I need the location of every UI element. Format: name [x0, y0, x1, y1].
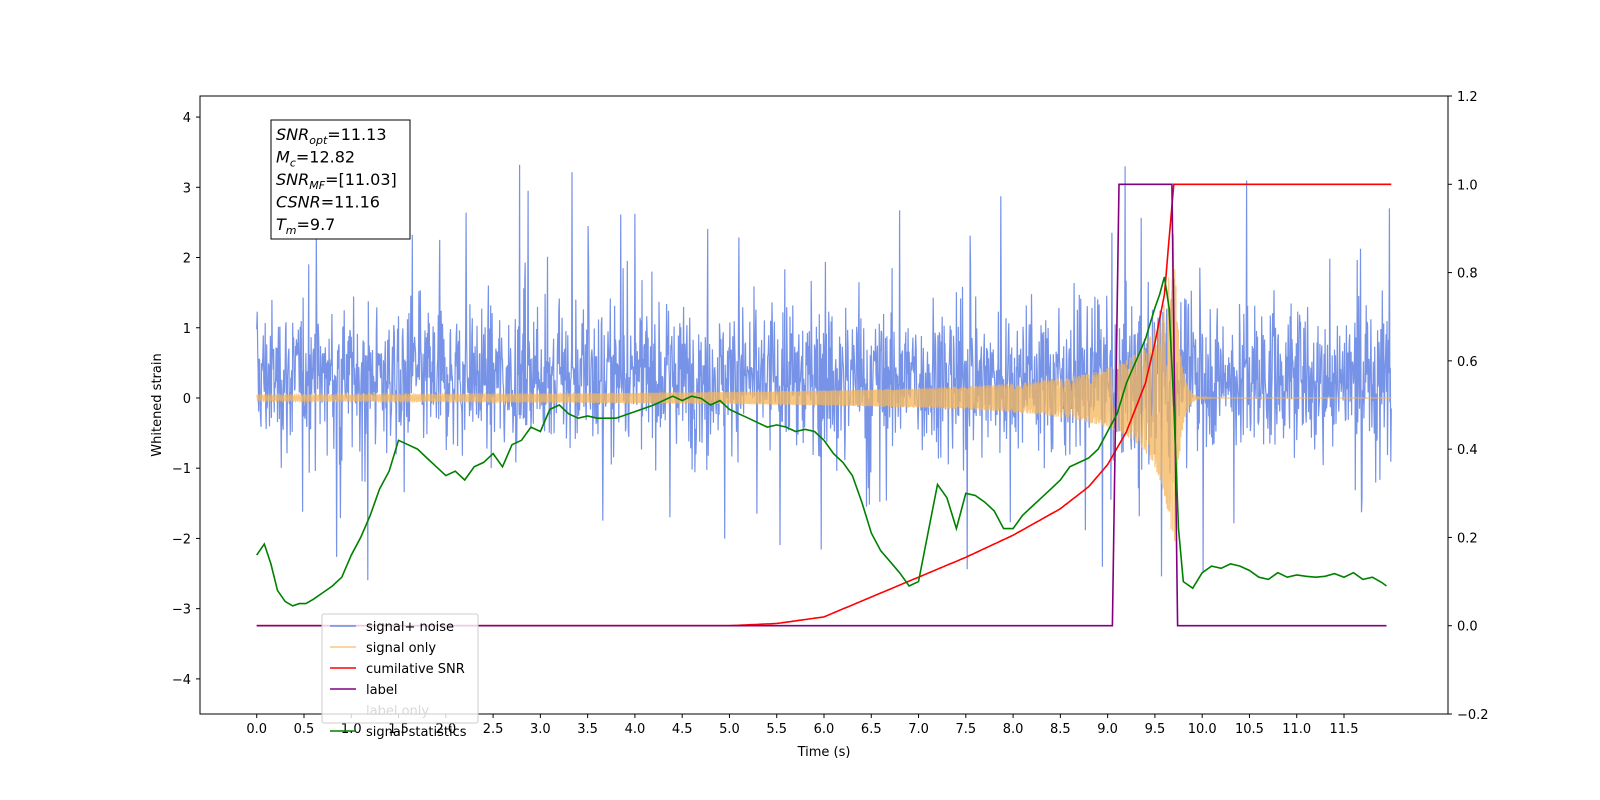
x-tick-label: 5.5 [766, 722, 787, 737]
x-tick-label: 4.5 [672, 722, 693, 737]
y2-tick-label: 0.6 [1457, 355, 1478, 370]
annotation-line: SNRMF=[11.03] [276, 170, 397, 192]
x-tick-label: 9.5 [1145, 722, 1166, 737]
x-tick-label: 2.0 [435, 722, 456, 737]
y-tick-label: −1 [172, 462, 191, 477]
x-tick-label: 7.5 [955, 722, 976, 737]
legend-label: cumilative SNR [366, 662, 465, 677]
y-tick-label: −2 [172, 532, 191, 547]
x-tick-label: 3.5 [577, 722, 598, 737]
y-tick-label: 1 [183, 322, 191, 337]
series-label [256, 183, 1387, 627]
y-tick-label: 0 [183, 392, 191, 407]
y-tick-label: 4 [183, 111, 191, 126]
y-tick-label: −3 [172, 603, 191, 618]
x-tick-label: 1.5 [388, 722, 409, 737]
y-tick-label: 3 [183, 181, 191, 196]
x-tick-label: 6.0 [814, 722, 835, 737]
legend-label: signal only [366, 641, 436, 656]
x-tick-label: 11.0 [1282, 722, 1311, 737]
y2-tick-label: −0.2 [1457, 708, 1489, 723]
legend-label: label [366, 683, 397, 698]
x-tick-label: 11.5 [1330, 722, 1359, 737]
stats-annotation-box: SNRopt=11.13Mc=12.82SNRMF=[11.03]CSNR=11… [270, 119, 411, 240]
x-tick-label: 2.5 [483, 722, 504, 737]
y2-tick-label: 0.2 [1457, 531, 1478, 546]
legend-label: signal+ noise [366, 620, 454, 635]
series-signal-only [256, 234, 1392, 542]
series-layer [256, 164, 1392, 627]
x-tick-label: 0.0 [246, 722, 267, 737]
y-tick-label: −4 [172, 673, 191, 688]
series-signal-statistics [256, 276, 1387, 607]
annotation-line: SNRopt=11.13 [276, 125, 387, 147]
annotation-line: CSNR=11.16 [276, 193, 380, 212]
legend-frame [321, 613, 479, 724]
y2-tick-label: 0.8 [1457, 267, 1478, 282]
x-tick-label: 3.0 [530, 722, 551, 737]
y-axis-left: −4 −3 −2 −1 0 1 2 3 4 [172, 111, 200, 688]
x-tick-label: 4.0 [625, 722, 646, 737]
y2-tick-label: 0.0 [1457, 620, 1478, 635]
x-tick-label: 1.0 [341, 722, 362, 737]
x-tick-label: 6.5 [861, 722, 882, 737]
x-tick-label: 10.0 [1188, 722, 1217, 737]
annotation-frame [270, 119, 411, 240]
y-axis-label: Whitened strain [150, 353, 165, 456]
x-tick-label: 0.5 [294, 722, 315, 737]
x-tick-label: 9.0 [1097, 722, 1118, 737]
x-tick-label: 8.0 [1003, 722, 1024, 737]
x-tick-label: 5.0 [719, 722, 740, 737]
y-axis-right: −0.2 0.0 0.2 0.4 0.6 0.8 1.0 1.2 [1448, 90, 1489, 723]
x-axis-label: Time (s) [797, 745, 851, 760]
legend-label: label only [366, 704, 429, 719]
annotation-line: Tm=9.7 [276, 215, 335, 237]
y2-tick-label: 0.4 [1457, 443, 1478, 458]
y-tick-label: 2 [183, 252, 191, 267]
x-tick-label: 10.5 [1235, 722, 1264, 737]
series-signal-plus-noise [256, 164, 1392, 581]
x-tick-label: 7.0 [908, 722, 929, 737]
y2-tick-label: 1.0 [1457, 178, 1478, 193]
y2-tick-label: 1.2 [1457, 90, 1478, 105]
legend: signal+ noise signal only cumilative SNR la… [321, 613, 479, 740]
x-tick-label: 8.5 [1050, 722, 1071, 737]
annotation-line: Mc=12.82 [276, 148, 355, 170]
legend-label: signal statistics [366, 725, 467, 740]
x-axis: 0.0 0.5 1.0 1.5 2.0 2.5 3.0 3.5 4.0 4.5 5.0 5.5 6.0 6… [246, 714, 1358, 737]
